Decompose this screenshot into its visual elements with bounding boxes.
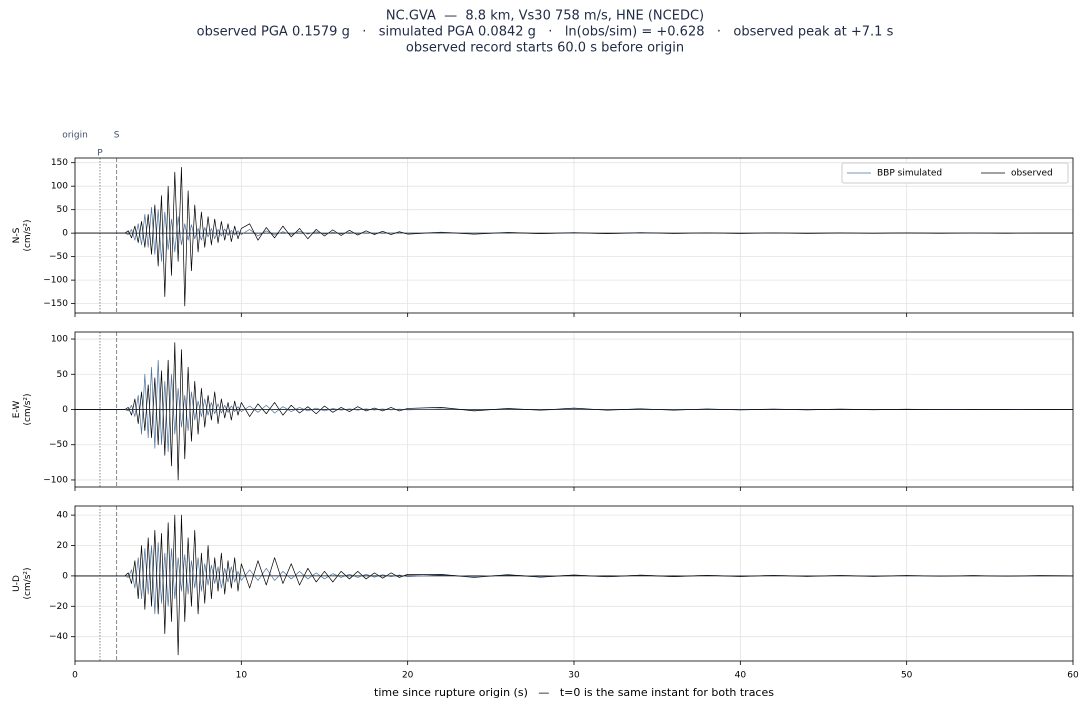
axes-frame <box>74 157 1074 314</box>
x-tick-label: 10 <box>236 671 248 681</box>
x-tick-label: 30 <box>568 671 580 681</box>
x-tick-label: 50 <box>901 671 913 681</box>
marker-label: S <box>114 131 120 141</box>
y-axis-label-line: N-S <box>12 227 22 243</box>
y-tick-label: −20 <box>49 602 68 612</box>
legend-box <box>841 162 1069 184</box>
y-tick-label: 150 <box>51 158 68 168</box>
y-tick-label: −40 <box>49 632 68 642</box>
x-tick-label: 20 <box>402 671 414 681</box>
y-tick-label: −100 <box>43 276 68 286</box>
title-line: observed record starts 60.0 s before ori… <box>406 41 684 56</box>
marker-label: origin <box>62 131 88 141</box>
y-axis-label: N-S (cm/s²) <box>12 219 33 251</box>
legend-label: observed <box>1011 169 1053 179</box>
y-axis-label-line: (cm/s²) <box>23 393 33 425</box>
marker-label: P <box>97 149 103 159</box>
y-axis-label-line: (cm/s²) <box>23 219 33 251</box>
x-tick-label: 60 <box>1067 671 1079 681</box>
y-axis-label-line: E-W <box>12 401 22 419</box>
y-axis-label: E-W (cm/s²) <box>12 393 33 425</box>
axes-frame <box>74 505 1074 662</box>
x-axis-label: time since rupture origin (s) — t=0 is t… <box>374 686 774 699</box>
x-tick-label: 0 <box>72 671 78 681</box>
trace <box>75 342 1074 481</box>
trace <box>75 514 1074 656</box>
y-tick-label: −100 <box>43 475 68 485</box>
title-line: observed PGA 0.1579 g · simulated PGA 0.… <box>197 25 894 40</box>
y-tick-label: 0 <box>62 571 68 581</box>
y-tick-label: 100 <box>51 182 68 192</box>
y-tick-label: 40 <box>57 511 69 521</box>
y-tick-label: 50 <box>57 205 69 215</box>
y-tick-label: 0 <box>62 405 68 415</box>
trace <box>75 167 1074 307</box>
y-axis-label: U-D (cm/s²) <box>12 567 33 599</box>
y-tick-label: 100 <box>51 335 68 345</box>
title-line: NC.GVA — 8.8 km, Vs30 758 m/s, HNE (NCED… <box>386 9 704 24</box>
y-tick-label: 0 <box>62 229 68 239</box>
y-tick-label: −50 <box>49 440 68 450</box>
y-axis-label-line: U-D <box>12 575 22 592</box>
legend-label: BBP simulated <box>877 169 942 179</box>
y-axis-label-line: (cm/s²) <box>23 567 33 599</box>
y-tick-label: −50 <box>49 252 68 262</box>
axes-frame <box>74 331 1074 488</box>
x-tick-label: 40 <box>735 671 747 681</box>
y-tick-label: −150 <box>43 299 68 309</box>
y-tick-label: 20 <box>57 541 69 551</box>
y-tick-label: 50 <box>57 370 69 380</box>
